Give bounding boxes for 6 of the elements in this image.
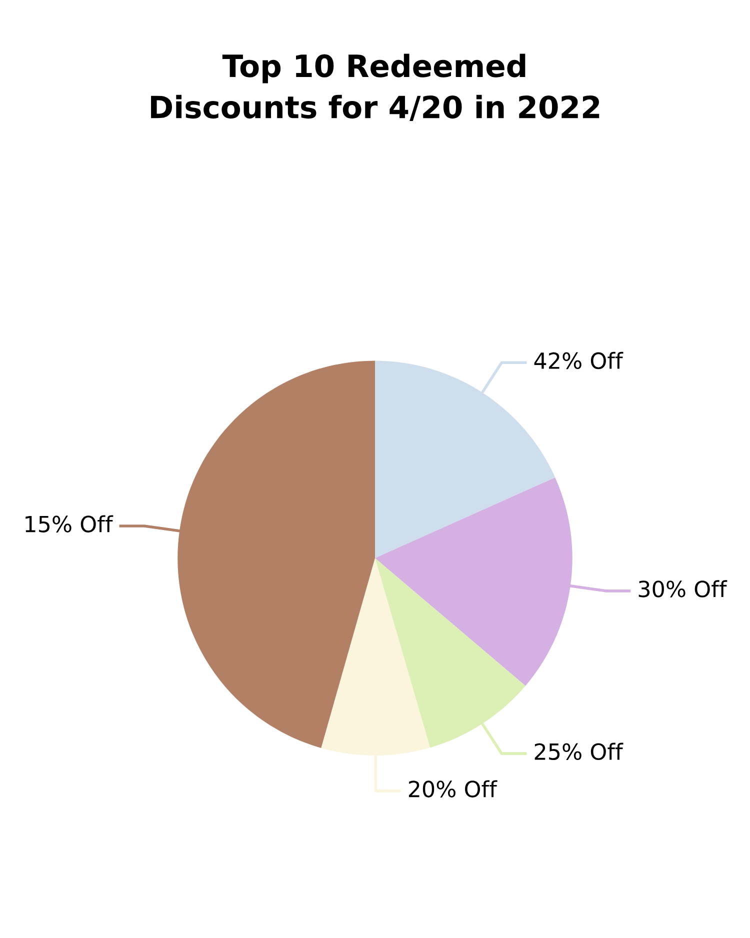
slice-label: 30% Off xyxy=(638,580,728,598)
chart-title: Top 10 Redeemed Discounts for 4/20 in 2022 xyxy=(151,54,600,121)
slice-label: 20% Off xyxy=(408,780,498,798)
slice-label: 15% Off xyxy=(26,515,114,532)
slice-label: 25% Off xyxy=(534,742,624,760)
slice-label: 42% Off xyxy=(534,352,624,370)
